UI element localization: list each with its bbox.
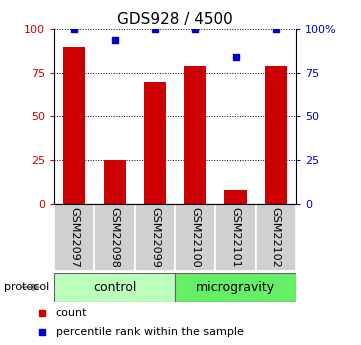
Text: GSM22099: GSM22099 bbox=[150, 207, 160, 268]
Bar bbox=[216, 204, 256, 271]
Point bbox=[152, 27, 158, 32]
Text: count: count bbox=[56, 308, 87, 318]
Bar bbox=[256, 204, 296, 271]
Text: GSM22101: GSM22101 bbox=[231, 207, 240, 267]
Text: GSM22102: GSM22102 bbox=[271, 207, 281, 268]
Bar bbox=[225, 190, 247, 204]
Bar bbox=[104, 160, 126, 204]
Bar bbox=[95, 204, 135, 271]
Point bbox=[273, 27, 279, 32]
Text: GSM22098: GSM22098 bbox=[110, 207, 119, 268]
Text: microgravity: microgravity bbox=[196, 281, 275, 294]
Bar bbox=[265, 66, 287, 204]
Point bbox=[39, 329, 44, 335]
Bar bbox=[54, 273, 175, 302]
Text: percentile rank within the sample: percentile rank within the sample bbox=[56, 327, 243, 337]
Bar bbox=[135, 204, 175, 271]
Text: GSM22097: GSM22097 bbox=[69, 207, 79, 268]
Bar bbox=[63, 47, 86, 204]
Bar bbox=[184, 66, 206, 204]
Bar bbox=[175, 273, 296, 302]
Point bbox=[71, 27, 77, 32]
Point bbox=[232, 55, 238, 60]
Point bbox=[39, 310, 44, 316]
Bar bbox=[54, 204, 95, 271]
Text: control: control bbox=[93, 281, 136, 294]
Bar bbox=[144, 81, 166, 204]
Title: GDS928 / 4500: GDS928 / 4500 bbox=[117, 12, 233, 27]
Bar bbox=[175, 204, 216, 271]
Point bbox=[112, 37, 117, 42]
Point bbox=[192, 27, 198, 32]
Text: GSM22100: GSM22100 bbox=[190, 207, 200, 267]
Text: protocol: protocol bbox=[4, 282, 49, 292]
